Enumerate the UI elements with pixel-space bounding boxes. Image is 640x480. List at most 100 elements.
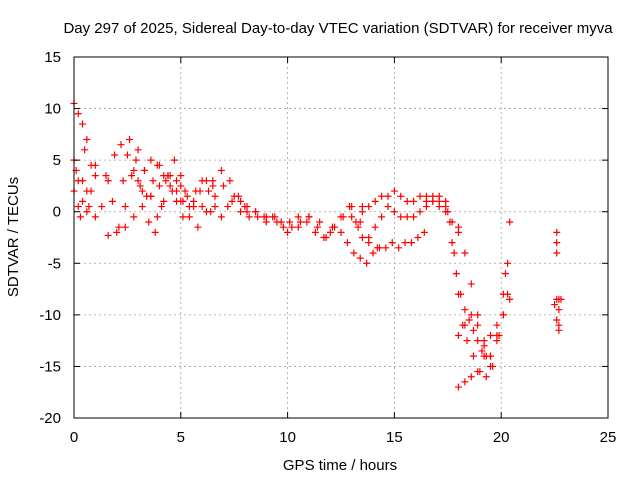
data-point <box>382 244 390 252</box>
data-point <box>369 249 377 257</box>
data-point <box>461 321 469 329</box>
data-point <box>371 197 379 205</box>
data-point <box>410 213 418 221</box>
data-point <box>126 136 134 144</box>
data-point <box>245 213 253 221</box>
data-point <box>401 239 409 247</box>
data-point <box>217 166 225 174</box>
data-point <box>358 234 366 241</box>
data-point <box>474 311 482 319</box>
data-point <box>192 187 200 195</box>
data-point <box>463 337 471 345</box>
data-point <box>390 208 398 216</box>
data-point <box>557 295 565 303</box>
data-point <box>442 203 450 211</box>
data-point <box>76 213 84 221</box>
data-point <box>493 321 501 329</box>
data-point <box>465 316 473 324</box>
data-point <box>91 213 99 221</box>
data-point <box>501 270 509 278</box>
data-point <box>314 223 322 231</box>
data-point <box>296 218 304 226</box>
data-point <box>273 218 281 226</box>
series-track-q <box>454 223 512 360</box>
data-point <box>151 228 159 236</box>
plot-frame <box>73 56 609 419</box>
data-point <box>284 228 292 236</box>
data-point <box>179 213 187 221</box>
data-point <box>316 218 324 226</box>
data-point <box>303 218 311 226</box>
data-point <box>346 203 354 211</box>
data-point <box>384 192 392 200</box>
data-point <box>337 228 345 236</box>
data-point <box>185 213 193 221</box>
data-point <box>121 203 129 211</box>
data-point <box>115 223 123 231</box>
data-point <box>166 182 174 190</box>
x-tick-label: 25 <box>600 429 617 446</box>
y-tick-label: -10 <box>39 307 61 324</box>
data-point <box>158 203 166 211</box>
data-point <box>202 208 210 216</box>
data-point <box>134 177 142 185</box>
data-point <box>371 223 379 231</box>
y-tick-label: -15 <box>39 358 61 375</box>
data-point <box>252 208 260 216</box>
data-point <box>461 306 469 314</box>
data-point <box>446 218 454 226</box>
data-point <box>378 192 386 200</box>
data-point <box>397 192 405 200</box>
x-tick-label: 20 <box>493 429 510 446</box>
data-point <box>228 197 236 205</box>
data-point <box>348 213 356 221</box>
data-point <box>444 208 452 216</box>
data-point <box>350 249 358 257</box>
data-point <box>162 177 170 185</box>
data-point <box>467 311 475 319</box>
data-point <box>467 280 475 288</box>
data-point <box>138 187 146 195</box>
data-point <box>119 177 127 185</box>
series-track-h <box>134 156 251 221</box>
data-point <box>407 239 415 247</box>
data-point <box>506 295 514 303</box>
data-point <box>553 239 561 247</box>
data-point <box>132 156 140 164</box>
data-point <box>495 331 503 339</box>
data-point <box>395 244 403 252</box>
data-point <box>102 172 110 180</box>
data-point <box>553 316 561 324</box>
data-point <box>414 234 422 241</box>
data-point <box>74 203 82 211</box>
y-tick-label: -5 <box>48 255 61 272</box>
data-point <box>147 192 155 200</box>
y-tick-label: 15 <box>44 49 61 66</box>
data-point <box>487 331 495 339</box>
grid <box>74 57 608 418</box>
data-point <box>474 368 482 376</box>
data-point <box>337 213 345 221</box>
data-point <box>493 337 501 345</box>
data-point <box>356 254 364 262</box>
data-point <box>474 321 482 329</box>
data-point <box>420 228 428 236</box>
y-tick-label: 10 <box>44 101 61 118</box>
x-axis-label: GPS time / hours <box>283 457 397 474</box>
data-point <box>454 331 462 339</box>
data-point <box>224 203 232 211</box>
data-point <box>489 362 497 370</box>
data-point <box>482 373 490 381</box>
data-point <box>343 239 351 247</box>
data-point <box>504 259 512 267</box>
data-point <box>435 197 443 205</box>
data-point <box>241 203 249 211</box>
data-point <box>384 203 392 211</box>
data-point <box>461 378 469 386</box>
data-point <box>153 213 161 221</box>
data-point <box>311 228 319 236</box>
data-point <box>147 156 155 164</box>
data-point <box>79 177 87 185</box>
series-track-n <box>358 192 450 247</box>
